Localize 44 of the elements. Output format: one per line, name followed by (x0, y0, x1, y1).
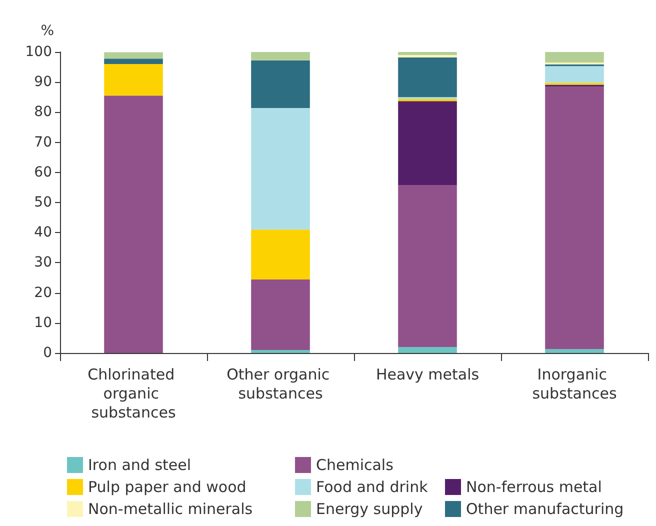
x-tick-label: Heavy metals (376, 366, 480, 384)
bar (545, 86, 604, 350)
bar (251, 60, 310, 108)
bar (104, 64, 163, 96)
y-tick-label: 90 (34, 74, 52, 90)
bar (545, 66, 604, 83)
y-tick-label: 70 (34, 134, 52, 150)
bar (545, 52, 604, 63)
y-tick-label: 0 (43, 345, 52, 361)
bar (398, 101, 457, 186)
bar (104, 52, 163, 59)
y-tick-label: 60 (34, 164, 52, 180)
bar (398, 346, 457, 353)
y-tick-label: 10 (34, 314, 52, 331)
legend-label: Pulp paper and wood (88, 478, 246, 496)
legend-label: Chemicals (316, 456, 394, 474)
bar (104, 58, 163, 64)
bar (398, 185, 457, 347)
x-tick-label: Other organic substances (226, 366, 334, 402)
bar (251, 108, 310, 230)
bar (398, 52, 457, 56)
legend-label: Iron and steel (88, 456, 192, 474)
legend-label: Energy supply (316, 500, 423, 518)
bar (251, 350, 310, 353)
legend-label: Food and drink (316, 478, 428, 496)
bar (104, 96, 163, 353)
bar (251, 52, 310, 60)
y-tick-label: 100 (25, 44, 52, 60)
legend-label: Other manufacturing (466, 500, 624, 518)
y-tick-label: 30 (34, 254, 52, 271)
y-tick-label: 20 (34, 284, 52, 301)
y-tick-label: 50 (34, 194, 52, 210)
y-tick-label: 40 (34, 224, 52, 241)
y-axis-title: % (40, 23, 54, 39)
legend-label: Non-metallic minerals (88, 500, 253, 518)
bar (545, 349, 604, 353)
bar (398, 57, 457, 98)
x-tick-label: Inorganic substances (532, 366, 617, 402)
y-tick-label: 80 (34, 104, 52, 120)
bar (398, 98, 457, 102)
bar (251, 230, 310, 280)
bar (251, 280, 310, 350)
legend-label: Non-ferrous metal (466, 478, 602, 496)
x-tick-label: Chlorinated organic substances (88, 366, 180, 422)
